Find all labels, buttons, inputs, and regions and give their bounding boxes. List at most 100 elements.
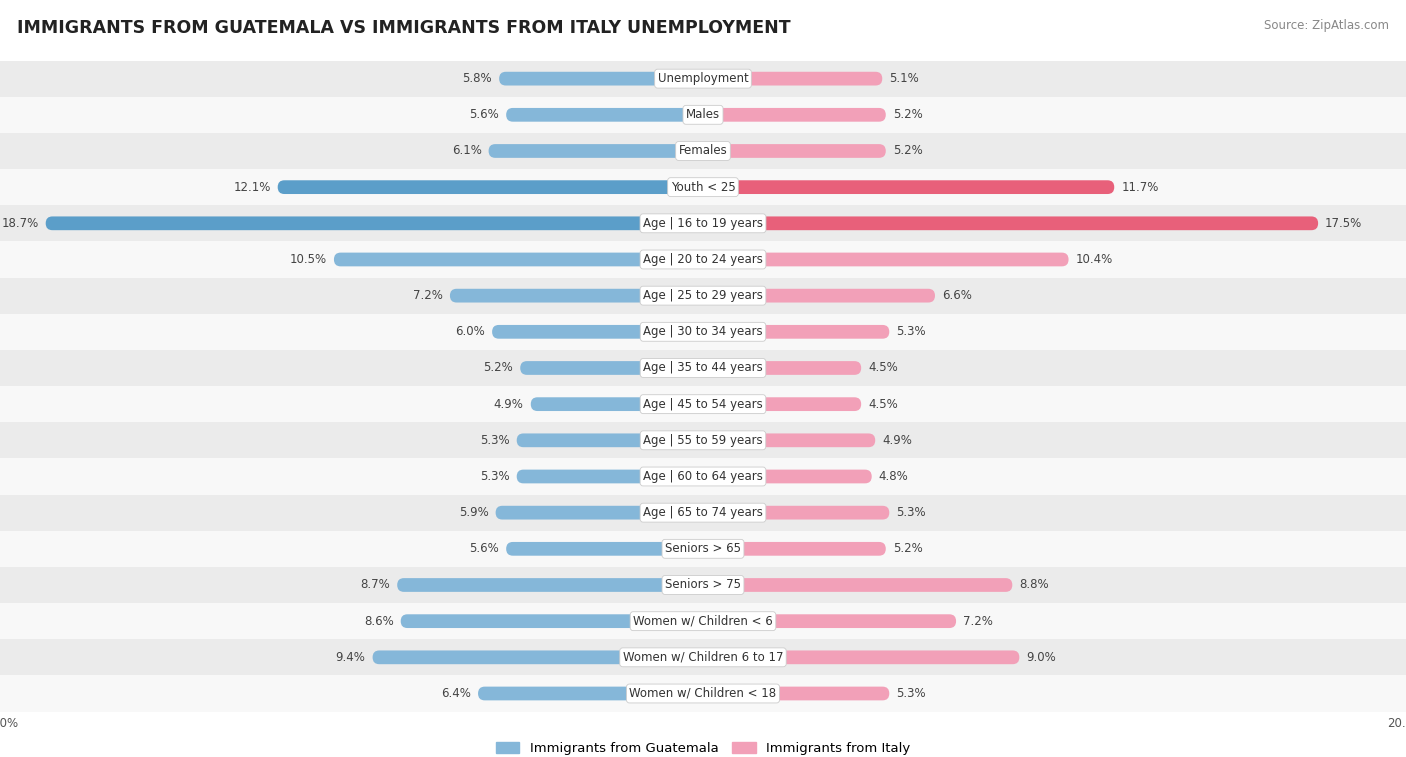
FancyBboxPatch shape <box>0 97 1406 133</box>
Text: 10.5%: 10.5% <box>290 253 328 266</box>
Text: Age | 65 to 74 years: Age | 65 to 74 years <box>643 506 763 519</box>
FancyBboxPatch shape <box>703 288 935 303</box>
Text: Seniors > 75: Seniors > 75 <box>665 578 741 591</box>
Text: 12.1%: 12.1% <box>233 181 271 194</box>
Text: 9.0%: 9.0% <box>1026 651 1056 664</box>
FancyBboxPatch shape <box>0 169 1406 205</box>
FancyBboxPatch shape <box>703 614 956 628</box>
Text: Age | 20 to 24 years: Age | 20 to 24 years <box>643 253 763 266</box>
FancyBboxPatch shape <box>517 469 703 484</box>
Text: 4.5%: 4.5% <box>869 397 898 410</box>
FancyBboxPatch shape <box>703 72 883 86</box>
Text: Males: Males <box>686 108 720 121</box>
Text: Seniors > 65: Seniors > 65 <box>665 542 741 556</box>
FancyBboxPatch shape <box>373 650 703 664</box>
FancyBboxPatch shape <box>703 578 1012 592</box>
FancyBboxPatch shape <box>506 108 703 122</box>
FancyBboxPatch shape <box>703 180 1114 194</box>
Text: 8.7%: 8.7% <box>360 578 391 591</box>
Text: Age | 16 to 19 years: Age | 16 to 19 years <box>643 217 763 230</box>
FancyBboxPatch shape <box>703 542 886 556</box>
FancyBboxPatch shape <box>703 361 860 375</box>
Text: Age | 35 to 44 years: Age | 35 to 44 years <box>643 362 763 375</box>
Text: Age | 30 to 34 years: Age | 30 to 34 years <box>643 326 763 338</box>
Text: 5.3%: 5.3% <box>897 326 927 338</box>
FancyBboxPatch shape <box>703 253 1069 266</box>
FancyBboxPatch shape <box>496 506 703 519</box>
Text: 5.8%: 5.8% <box>463 72 492 85</box>
FancyBboxPatch shape <box>499 72 703 86</box>
Text: Females: Females <box>679 145 727 157</box>
FancyBboxPatch shape <box>531 397 703 411</box>
Text: Age | 25 to 29 years: Age | 25 to 29 years <box>643 289 763 302</box>
FancyBboxPatch shape <box>0 603 1406 639</box>
FancyBboxPatch shape <box>0 531 1406 567</box>
FancyBboxPatch shape <box>0 313 1406 350</box>
FancyBboxPatch shape <box>492 325 703 338</box>
Text: 5.2%: 5.2% <box>893 108 922 121</box>
Text: 9.4%: 9.4% <box>336 651 366 664</box>
Text: 4.5%: 4.5% <box>869 362 898 375</box>
FancyBboxPatch shape <box>0 205 1406 241</box>
Text: 5.2%: 5.2% <box>893 145 922 157</box>
Text: 18.7%: 18.7% <box>1 217 39 230</box>
FancyBboxPatch shape <box>335 253 703 266</box>
Text: 5.2%: 5.2% <box>484 362 513 375</box>
Text: 6.1%: 6.1% <box>451 145 481 157</box>
FancyBboxPatch shape <box>703 108 886 122</box>
FancyBboxPatch shape <box>703 397 860 411</box>
FancyBboxPatch shape <box>0 61 1406 97</box>
Text: Age | 60 to 64 years: Age | 60 to 64 years <box>643 470 763 483</box>
FancyBboxPatch shape <box>0 494 1406 531</box>
Text: 5.3%: 5.3% <box>479 470 510 483</box>
FancyBboxPatch shape <box>703 687 889 700</box>
FancyBboxPatch shape <box>0 386 1406 422</box>
Text: 5.6%: 5.6% <box>470 108 499 121</box>
Text: 4.9%: 4.9% <box>494 397 524 410</box>
FancyBboxPatch shape <box>450 288 703 303</box>
FancyBboxPatch shape <box>703 144 886 158</box>
FancyBboxPatch shape <box>703 434 875 447</box>
Text: Age | 55 to 59 years: Age | 55 to 59 years <box>643 434 763 447</box>
FancyBboxPatch shape <box>0 278 1406 313</box>
FancyBboxPatch shape <box>489 144 703 158</box>
FancyBboxPatch shape <box>0 241 1406 278</box>
FancyBboxPatch shape <box>278 180 703 194</box>
Text: 5.3%: 5.3% <box>897 687 927 700</box>
Legend: Immigrants from Guatemala, Immigrants from Italy: Immigrants from Guatemala, Immigrants fr… <box>491 737 915 757</box>
Text: Unemployment: Unemployment <box>658 72 748 85</box>
Text: 8.8%: 8.8% <box>1019 578 1049 591</box>
Text: 10.4%: 10.4% <box>1076 253 1112 266</box>
Text: 11.7%: 11.7% <box>1122 181 1159 194</box>
Text: 7.2%: 7.2% <box>963 615 993 628</box>
Text: 5.3%: 5.3% <box>897 506 927 519</box>
FancyBboxPatch shape <box>506 542 703 556</box>
Text: Age | 45 to 54 years: Age | 45 to 54 years <box>643 397 763 410</box>
Text: Women w/ Children < 6: Women w/ Children < 6 <box>633 615 773 628</box>
FancyBboxPatch shape <box>0 133 1406 169</box>
FancyBboxPatch shape <box>0 567 1406 603</box>
Text: Youth < 25: Youth < 25 <box>671 181 735 194</box>
FancyBboxPatch shape <box>0 459 1406 494</box>
Text: 7.2%: 7.2% <box>413 289 443 302</box>
Text: 5.2%: 5.2% <box>893 542 922 556</box>
FancyBboxPatch shape <box>703 506 889 519</box>
Text: 8.6%: 8.6% <box>364 615 394 628</box>
Text: 5.3%: 5.3% <box>479 434 510 447</box>
Text: 5.1%: 5.1% <box>889 72 920 85</box>
FancyBboxPatch shape <box>401 614 703 628</box>
Text: 5.9%: 5.9% <box>458 506 489 519</box>
FancyBboxPatch shape <box>703 217 1319 230</box>
FancyBboxPatch shape <box>46 217 703 230</box>
Text: Source: ZipAtlas.com: Source: ZipAtlas.com <box>1264 19 1389 32</box>
FancyBboxPatch shape <box>478 687 703 700</box>
Text: Women w/ Children 6 to 17: Women w/ Children 6 to 17 <box>623 651 783 664</box>
Text: 4.8%: 4.8% <box>879 470 908 483</box>
Text: IMMIGRANTS FROM GUATEMALA VS IMMIGRANTS FROM ITALY UNEMPLOYMENT: IMMIGRANTS FROM GUATEMALA VS IMMIGRANTS … <box>17 19 790 37</box>
Text: 6.6%: 6.6% <box>942 289 972 302</box>
Text: 6.0%: 6.0% <box>456 326 485 338</box>
FancyBboxPatch shape <box>398 578 703 592</box>
FancyBboxPatch shape <box>0 350 1406 386</box>
Text: 17.5%: 17.5% <box>1324 217 1362 230</box>
FancyBboxPatch shape <box>703 650 1019 664</box>
